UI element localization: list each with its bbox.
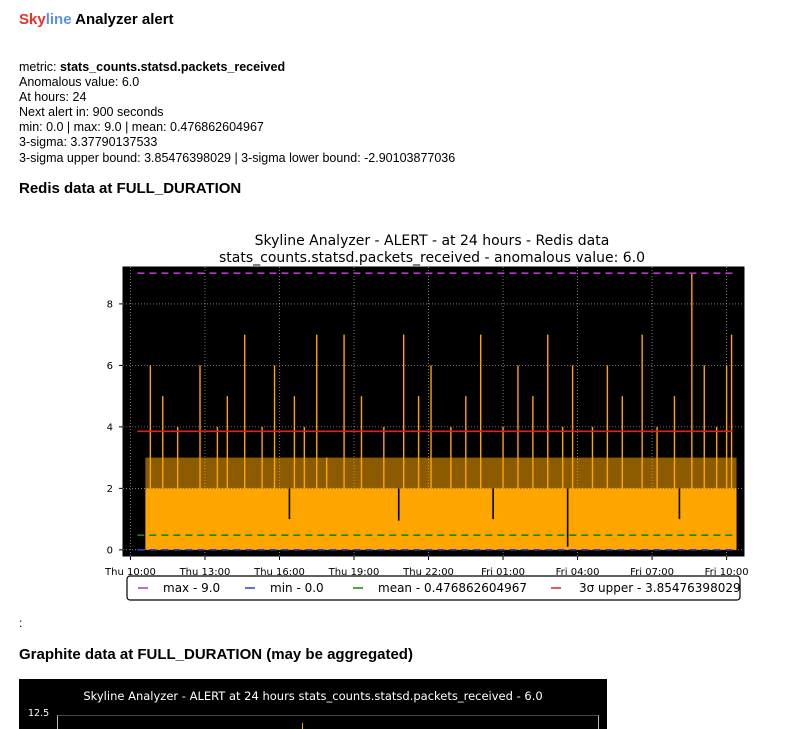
- x-tick-label: Thu 13:00: [179, 567, 231, 578]
- separator-colon: :: [19, 616, 23, 630]
- legend-entry: 3σ upper - 3.85476398029: [579, 581, 741, 595]
- chart-legend: max - 9.0 min - 0.0 mean - 0.476862604967 3…: [126, 575, 741, 601]
- graphite-heading: Graphite data at FULL_DURATION (may be a…: [19, 646, 413, 663]
- legend-entry: min - 0.0: [270, 581, 324, 595]
- x-tick-label: Fri 10:00: [705, 567, 749, 578]
- x-tick-label: Thu 10:00: [104, 567, 156, 578]
- y-tick-label: 8: [107, 299, 113, 310]
- metric-name: stats_counts.statsd.packets_received: [59, 60, 286, 74]
- x-tick-label: Fri 01:00: [481, 567, 525, 578]
- graphite-plot-frame: [57, 715, 599, 729]
- graphite-chart: Skyline Analyzer - ALERT at 24 hours sta…: [19, 679, 607, 729]
- sigma-bounds: 3-sigma upper bound: 3.85476398029 | 3-s…: [19, 150, 456, 165]
- x-tick-label: Fri 04:00: [556, 567, 600, 578]
- y-tick-label: 6: [107, 361, 113, 372]
- x-axis: Thu 10:00 Thu 13:00 Thu 16:00 Thu 19:00 Thu …: [104, 556, 749, 578]
- alert-details: metric: stats_counts.statsd.packets_rece…: [19, 60, 455, 166]
- x-tick-label: Thu 19:00: [328, 567, 380, 578]
- reference-lines: [137, 272, 733, 551]
- metric-row: metric: stats_counts.statsd.packets_rece…: [19, 60, 455, 75]
- anomalous-value: Anomalous value: 6.0: [19, 75, 140, 90]
- metric-label: metric:: [19, 60, 60, 74]
- y-tick-label: 0: [107, 545, 113, 556]
- redis-heading: Redis data at FULL_DURATION: [19, 180, 242, 197]
- title-line: line: [45, 11, 72, 28]
- series-band: [145, 488, 737, 550]
- legend-entry: max - 9.0: [163, 581, 220, 595]
- at-hours: At hours: 24: [19, 90, 87, 105]
- y-tick-label: 4: [107, 422, 113, 433]
- three-sigma: 3-sigma: 3.37790137533: [19, 135, 158, 150]
- x-tick-label: Fri 07:00: [630, 567, 674, 578]
- graphite-chart-title: Skyline Analyzer - ALERT at 24 hours sta…: [83, 689, 543, 703]
- title-sky: Sky: [19, 11, 46, 28]
- y-axis: 0 2 4 6 8: [107, 299, 123, 556]
- y-tick-label: 2: [107, 484, 113, 495]
- title-rest: Analyzer alert: [71, 11, 174, 28]
- chart-subtitle: stats_counts.statsd.packets_received - a…: [219, 250, 645, 266]
- legend-box: [126, 575, 741, 601]
- series-area: [145, 273, 737, 550]
- min-max-mean: min: 0.0 | max: 9.0 | mean: 0.4768626049…: [19, 120, 264, 135]
- graphite-series-mark: [302, 723, 303, 729]
- alert-title: Skyline Analyzer alert: [19, 11, 174, 28]
- next-alert: Next alert in: 900 seconds: [19, 105, 164, 120]
- series-upper-band: [145, 457, 737, 489]
- redis-chart: Skyline Analyzer - ALERT - at 24 hours -…: [104, 233, 749, 601]
- x-tick-label: Thu 16:00: [253, 567, 305, 578]
- legend-entry: mean - 0.476862604967: [378, 581, 527, 595]
- chart-title: Skyline Analyzer - ALERT - at 24 hours -…: [255, 233, 610, 249]
- graphite-y-tick: 12.5: [28, 708, 50, 719]
- x-tick-label: Thu 22:00: [402, 567, 454, 578]
